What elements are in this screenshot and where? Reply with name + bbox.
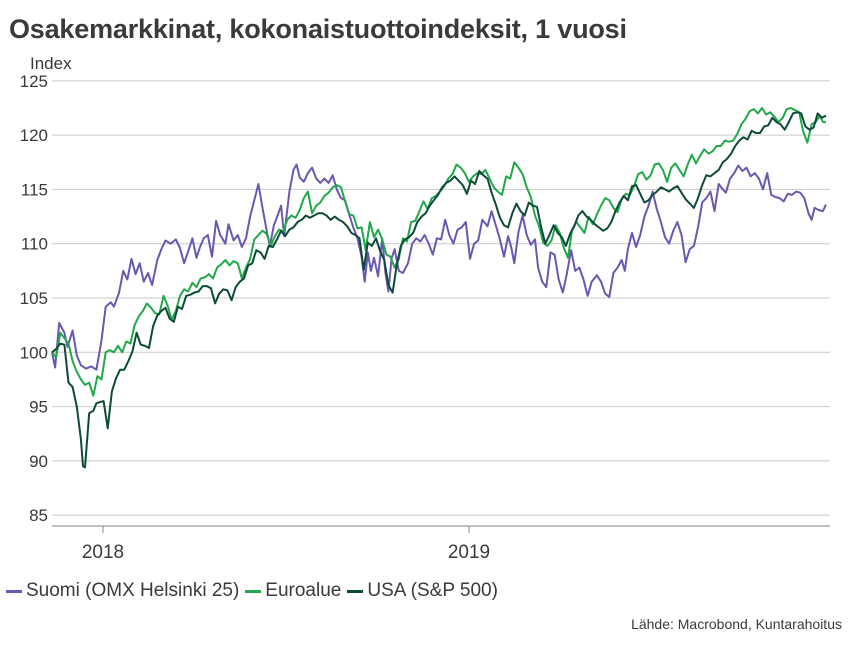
x-axis: 2018 2019	[52, 525, 830, 563]
legend-label-euroalue: Euroalue	[265, 580, 342, 601]
y-tick-label-120: 120	[20, 126, 48, 145]
y-axis-unit-label: Index	[30, 54, 72, 73]
y-tick-label-110: 110	[21, 235, 48, 254]
chart-title: Osakemarkkinat, kokonaistuottoindeksit, …	[9, 14, 627, 44]
legend-label-usa: USA (S&P 500)	[367, 580, 498, 601]
source-note: Lähde: Macrobond, Kuntarahoitus	[631, 616, 842, 632]
y-tick-label-90: 90	[29, 452, 48, 471]
y-tick-label-105: 105	[20, 289, 48, 308]
legend-item-suomi: Suomi (OMX Helsinki 25)	[6, 580, 239, 602]
legend-item-usa: USA (S&P 500)	[347, 580, 498, 602]
legend: Suomi (OMX Helsinki 25) Euroalue USA (S&…	[6, 580, 504, 602]
x-tick-label-2019: 2019	[448, 542, 490, 563]
y-axis-ticks: 85 90 95 100 105 110 115 120 125	[20, 72, 48, 525]
series-line-suomi	[51, 163, 827, 371]
legend-label-suomi: Suomi (OMX Helsinki 25)	[26, 580, 240, 601]
y-tick-label-125: 125	[20, 72, 48, 91]
y-tick-label-85: 85	[29, 506, 48, 525]
gridlines	[52, 80, 830, 516]
series-lines	[51, 107, 827, 469]
legend-swatch-suomi	[6, 589, 22, 593]
x-tick-label-2018: 2018	[82, 542, 124, 563]
legend-item-euroalue: Euroalue	[245, 580, 341, 602]
legend-swatch-usa	[347, 589, 364, 593]
line-chart: 85 90 95 100 105 110 115 120 125 2018 2019	[20, 72, 830, 563]
legend-swatch-euroalue	[245, 589, 262, 593]
y-tick-label-115: 115	[21, 180, 48, 199]
series-line-usa	[51, 111, 827, 469]
y-tick-label-100: 100	[20, 343, 48, 362]
y-tick-label-95: 95	[29, 398, 48, 417]
